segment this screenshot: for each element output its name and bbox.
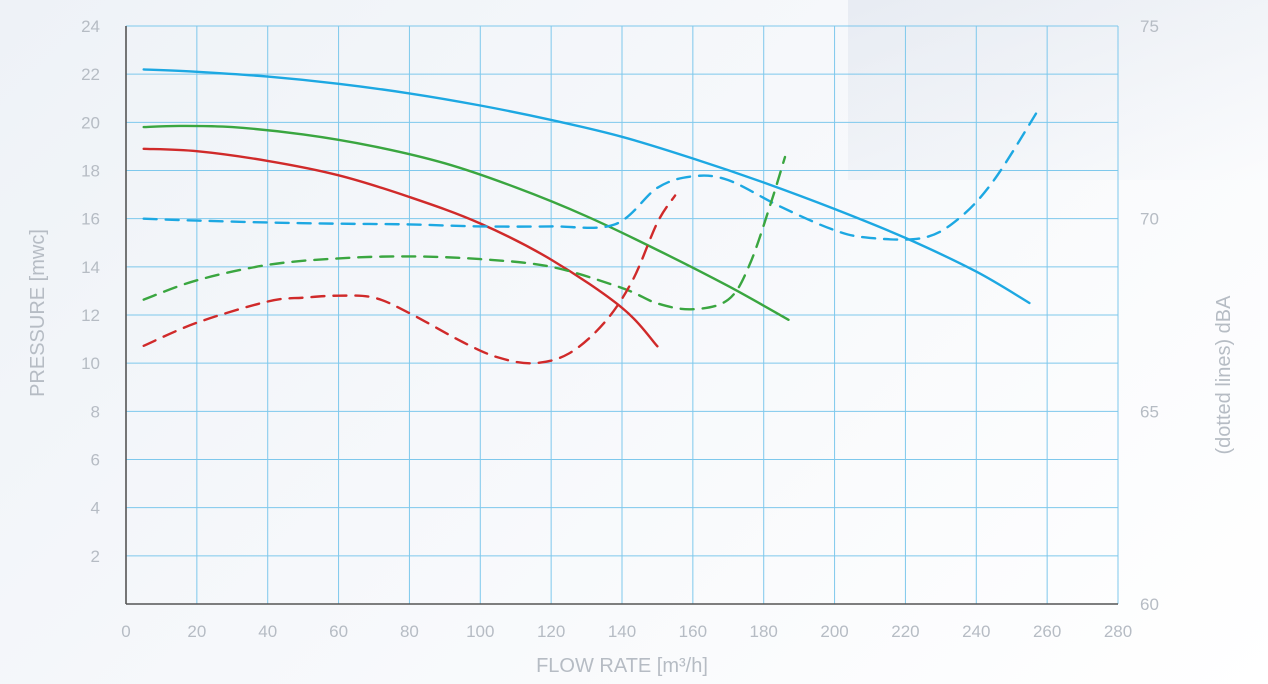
x-tick-label: 100 [466,622,494,641]
y-tick-label: 14 [81,258,100,277]
x-tick-label: 180 [750,622,778,641]
x-tick-label: 0 [121,622,130,641]
x-tick-label: 200 [820,622,848,641]
y2-axis-title: (dotted lines) dBA [1213,295,1235,455]
series-lines [142,68,1042,365]
grid-lines [126,25,1119,604]
y-tick-label: 24 [81,17,100,36]
x-tick-label: 220 [891,622,919,641]
series-line-pressure-0 [142,68,1031,305]
x-tick-label: 240 [962,622,990,641]
y-tick-label: 20 [81,113,100,132]
x-tick-label: 80 [400,622,419,641]
x-tick-label: 160 [679,622,707,641]
axes [125,26,1118,605]
y2-tick-label: 75 [1140,17,1159,36]
series-line-pressure-2 [142,147,659,348]
y-tick-label: 12 [81,306,100,325]
y-tick-label: 10 [81,354,100,373]
x-tick-label: 60 [329,622,348,641]
y2-tick-label: 70 [1140,210,1159,229]
y-tick-label: 8 [91,402,100,421]
series-line-dba-3 [142,105,1042,241]
y-tick-label: 16 [81,210,100,229]
series-line-pressure-1 [142,124,790,321]
series-line-dba-4 [142,155,787,311]
y2-tick-label: 60 [1140,595,1159,614]
y2-tick-label: 65 [1140,402,1159,421]
x-axis-title: FLOW RATE [m³/h] [536,655,708,677]
y-tick-label: 6 [91,451,100,470]
y-tick-label: 2 [91,547,100,566]
x-tick-label: 140 [608,622,636,641]
y-tick-label: 18 [81,162,100,181]
x-tick-label: 280 [1104,622,1132,641]
y-axis-title: PRESSURE [mwc] [27,229,49,397]
y-tick-label: 4 [91,499,100,518]
tick-labels: 0 20 40 60 80 100 120 140 160 180 200 220 240 260 2802… [81,17,1159,641]
x-tick-label: 20 [187,622,206,641]
x-tick-label: 260 [1033,622,1061,641]
x-tick-label: 120 [537,622,565,641]
series-line-dba-5 [142,194,677,365]
x-tick-label: 40 [258,622,277,641]
y-tick-label: 22 [81,65,100,84]
